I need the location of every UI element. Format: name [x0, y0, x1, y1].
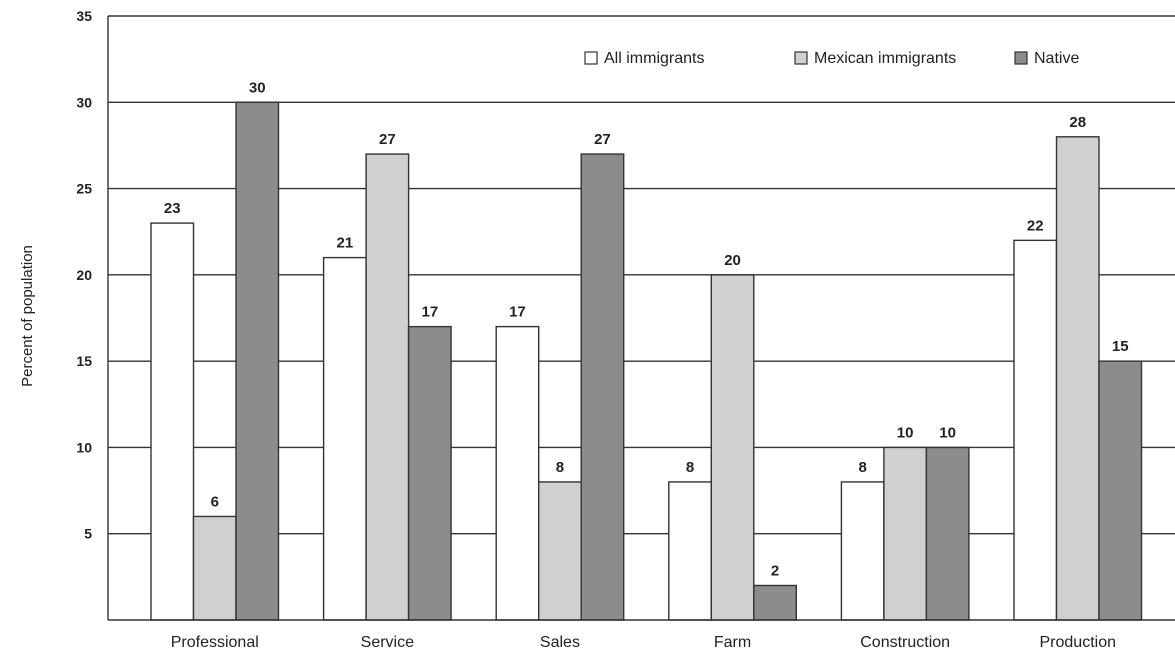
- data-label: 23: [164, 200, 181, 217]
- bar-all-immigrants: [322, 256, 367, 621]
- data-label: 10: [897, 424, 914, 441]
- bar-native: [235, 101, 280, 621]
- x-category-label: Production: [1040, 634, 1117, 651]
- bar-mexican-immigrants: [883, 446, 928, 621]
- legend-swatch-native: [1014, 51, 1028, 65]
- bar-all-immigrants: [1013, 239, 1058, 621]
- y-tick-label: 30: [76, 94, 92, 110]
- y-tick-label: 10: [76, 439, 92, 455]
- legend-label-native: Native: [1034, 50, 1079, 67]
- y-tick-labels: 5 10 15 20 25 30 35: [76, 8, 92, 542]
- y-tick-label: 5: [84, 526, 92, 542]
- data-label: 17: [422, 304, 439, 321]
- data-label: 27: [594, 131, 611, 148]
- y-tick-label: 35: [76, 8, 92, 24]
- data-label: 17: [509, 304, 526, 321]
- data-label: 28: [1069, 114, 1086, 131]
- bar-all-immigrants: [495, 325, 540, 621]
- bar-all-immigrants: [150, 222, 195, 621]
- bar-native: [1098, 360, 1143, 621]
- data-label: 21: [337, 235, 354, 252]
- y-tick-label: 25: [76, 181, 92, 197]
- data-label: 6: [211, 493, 219, 510]
- y-axis-title: Percent of population: [19, 245, 36, 387]
- bar-all-immigrants: [840, 481, 885, 621]
- grid-lines: [108, 15, 1175, 535]
- legend-label-mexican-immigrants: Mexican immigrants: [814, 50, 956, 67]
- x-category-label: Professional: [171, 634, 259, 651]
- bar-native: [753, 584, 797, 621]
- legend-swatch-all-immigrants: [584, 51, 598, 65]
- bars: [150, 101, 1143, 621]
- axes: [107, 16, 1175, 621]
- bar-mexican-immigrants: [710, 274, 755, 621]
- data-label: 10: [939, 424, 956, 441]
- data-label: 30: [249, 79, 266, 96]
- data-label: 20: [724, 252, 741, 269]
- legend-swatch-mexican-immigrants: [794, 51, 808, 65]
- x-category-label: Service: [361, 634, 414, 651]
- bar-mexican-immigrants: [192, 515, 237, 621]
- data-label: 2: [771, 562, 779, 579]
- data-label: 15: [1112, 338, 1129, 355]
- data-label: 8: [556, 459, 564, 476]
- bar-mexican-immigrants: [365, 153, 410, 621]
- data-label: 8: [686, 459, 694, 476]
- bar-native: [407, 325, 452, 621]
- data-label: 27: [379, 131, 396, 148]
- data-label: 8: [858, 459, 866, 476]
- bar-native: [580, 153, 625, 621]
- x-category-label: Farm: [714, 634, 751, 651]
- y-tick-label: 20: [76, 267, 92, 283]
- y-tick-label: 15: [76, 353, 92, 369]
- bar-mexican-immigrants: [1055, 136, 1100, 621]
- bar-native: [925, 446, 970, 621]
- x-category-label: Construction: [860, 634, 950, 651]
- data-label: 22: [1027, 217, 1044, 234]
- x-category-label: Sales: [540, 634, 580, 651]
- x-category-labels: Professional Service Sales Farm Construction…: [171, 634, 1116, 651]
- bar-all-immigrants: [668, 481, 712, 621]
- legend: All immigrants Mexican immigrants Native: [584, 50, 1079, 67]
- bar-mexican-immigrants: [538, 481, 582, 621]
- legend-label-all-immigrants: All immigrants: [604, 50, 704, 67]
